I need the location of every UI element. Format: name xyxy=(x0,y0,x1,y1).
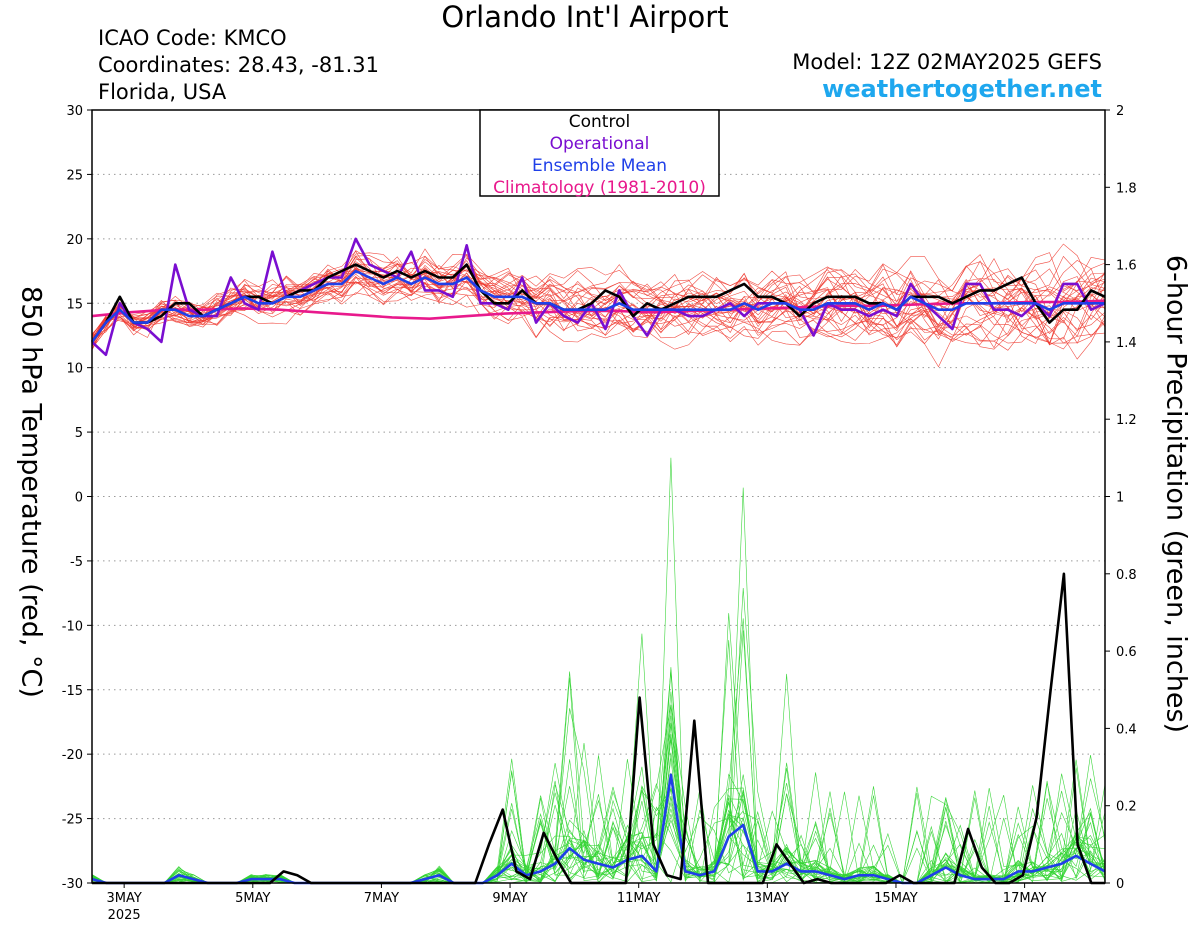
y-tick-label-20: 20 xyxy=(66,233,83,248)
y-tick-label--10: -10 xyxy=(62,619,83,634)
y-tick-label--5: -5 xyxy=(70,555,83,570)
operational-temp-line xyxy=(91,237,1106,357)
series-lines xyxy=(90,237,1106,885)
y2-tick-label-0.8: 0.8 xyxy=(1116,568,1137,583)
x-tick-label-9MAY: 9MAY xyxy=(492,891,527,906)
x-tick-label-13MAY: 13MAY xyxy=(746,891,790,906)
legend-item-operational: Operational xyxy=(550,134,650,154)
site-link[interactable]: weathertogether.net xyxy=(822,75,1102,103)
model-run: Model: 12Z 02MAY2025 GEFS xyxy=(792,50,1102,74)
icao-code: ICAO Code: KMCO xyxy=(98,26,287,50)
y-tick-label-15: 15 xyxy=(66,297,83,312)
y-tick-label--25: -25 xyxy=(62,813,83,828)
x-tick-label-11MAY: 11MAY xyxy=(617,891,661,906)
y2-tick-label-1.4: 1.4 xyxy=(1116,336,1137,351)
y-tick-label-30: 30 xyxy=(66,104,83,119)
temperature-member xyxy=(91,255,1106,339)
precip-member xyxy=(91,691,1106,884)
y2-tick-label-1.6: 1.6 xyxy=(1116,259,1137,274)
axes: 302520151050-5-10-15-20-25-3021.81.61.41… xyxy=(62,104,1137,923)
y2-tick-label-1.8: 1.8 xyxy=(1116,181,1137,196)
x-tick-label-5MAY: 5MAY xyxy=(235,891,270,906)
legend-box xyxy=(479,109,720,197)
y2-tick-label-2: 2 xyxy=(1116,104,1124,119)
y-tick-label-10: 10 xyxy=(66,362,83,377)
y-tick-label--15: -15 xyxy=(62,684,83,699)
y2-tick-label-1: 1 xyxy=(1116,491,1124,506)
legend-item-ensemble: Ensemble Mean xyxy=(532,156,667,176)
x-tick-label-3MAY: 3MAY xyxy=(107,891,142,906)
temperature-member xyxy=(91,266,1106,350)
precip-member xyxy=(91,457,1106,884)
temperature-member xyxy=(91,270,1106,340)
precip-member xyxy=(91,780,1106,884)
y2-tick-label-1.2: 1.2 xyxy=(1116,413,1137,428)
region: Florida, USA xyxy=(98,80,227,104)
y-tick-label-5: 5 xyxy=(75,426,83,441)
y2-tick-label-0.2: 0.2 xyxy=(1116,800,1137,815)
precip-member xyxy=(91,772,1106,884)
y-tick-label-0: 0 xyxy=(75,491,83,506)
coordinates: Coordinates: 28.43, -81.31 xyxy=(98,53,379,77)
x-tick-label-15MAY: 15MAY xyxy=(874,891,918,906)
legend-item-climatology: Climatology (1981-2010) xyxy=(493,178,706,198)
ensemble-mean-precip-line xyxy=(91,773,1106,885)
y-tick-label-25: 25 xyxy=(66,168,83,183)
temperature-member xyxy=(91,255,1106,343)
precip-member xyxy=(91,487,1106,884)
x-tick-label-7MAY: 7MAY xyxy=(364,891,399,906)
y2-tick-label-0: 0 xyxy=(1116,877,1124,892)
control-temp-line xyxy=(90,263,1106,343)
y-tick-label--30: -30 xyxy=(62,877,83,892)
precip-member xyxy=(91,613,1106,884)
x-year-label: 2025 xyxy=(108,908,141,923)
x-tick-label-17MAY: 17MAY xyxy=(1003,891,1047,906)
ensemble-members xyxy=(91,243,1106,884)
legend-item-control: Control xyxy=(569,112,630,132)
temperature-member xyxy=(91,264,1106,347)
y2-tick-label-0.6: 0.6 xyxy=(1116,645,1137,660)
y2-tick-label-0.4: 0.4 xyxy=(1116,722,1137,737)
chart-title: Orlando Int'l Airport xyxy=(441,0,729,34)
ensemble-mean-temp-line xyxy=(90,269,1105,343)
y-tick-label--20: -20 xyxy=(62,748,83,763)
